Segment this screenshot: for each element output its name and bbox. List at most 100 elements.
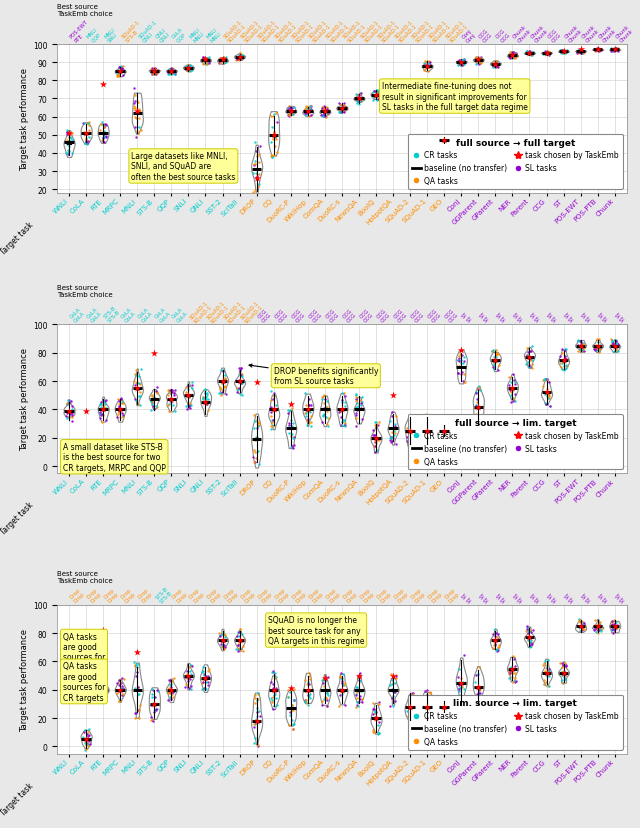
Point (561, 659, 572, 672)
Point (525, 345, 536, 359)
Point (473, 56, 483, 70)
Point (474, 54, 484, 67)
Point (561, 658, 571, 672)
Point (355, 94, 365, 107)
Point (269, 672, 280, 685)
Point (474, 57, 484, 70)
Point (523, 345, 533, 359)
Point (593, 623, 604, 637)
Point (575, 619, 586, 633)
Point (83, 119, 93, 132)
Point (300, 108, 310, 121)
Point (323, 420, 333, 433)
Point (218, 635, 228, 648)
Point (197, 51, 207, 65)
Point (609, 619, 620, 633)
Point (509, 374, 519, 388)
Point (542, 383, 552, 396)
Point (253, 168, 264, 181)
Point (321, 691, 332, 705)
Point (442, 426, 452, 440)
Point (97, 674, 107, 687)
Point (407, 84, 417, 97)
Point (82, 118, 92, 131)
Point (220, 56, 230, 70)
Point (250, 718, 260, 731)
Point (81, 132, 91, 146)
Point (357, 692, 367, 705)
Point (80, 454, 90, 467)
Point (557, 667, 568, 680)
Point (62, 683, 72, 696)
Point (577, 622, 587, 635)
Point (539, 677, 549, 691)
Point (404, 708, 415, 721)
Point (460, 683, 470, 696)
Point (339, 387, 349, 400)
Point (96, 408, 106, 421)
Point (403, 79, 413, 92)
Point (100, 118, 110, 132)
Point (152, 386, 163, 399)
Point (217, 640, 227, 653)
Point (455, 700, 465, 713)
Point (305, 673, 315, 686)
Point (115, 683, 125, 696)
Point (219, 627, 229, 640)
Point (436, 133, 447, 147)
Point (183, 60, 193, 73)
Point (507, 51, 517, 64)
Point (184, 391, 195, 404)
Point (524, 48, 534, 61)
Point (65, 673, 76, 686)
Point (474, 53, 484, 66)
Point (426, 433, 436, 446)
Point (488, 638, 499, 652)
Point (388, 89, 398, 103)
Point (272, 698, 282, 711)
Point (369, 725, 379, 739)
Point (135, 390, 145, 403)
Point (184, 397, 195, 411)
Point (268, 414, 278, 427)
Point (306, 105, 316, 118)
Point (218, 52, 228, 65)
Point (320, 375, 330, 388)
Point (319, 397, 330, 411)
Point (555, 45, 565, 58)
Point (422, 699, 432, 712)
Point (459, 54, 469, 67)
Point (576, 620, 586, 633)
Point (78, 118, 88, 131)
Point (187, 660, 197, 673)
Point (334, 406, 344, 419)
Point (271, 107, 281, 120)
Point (594, 44, 604, 57)
Point (575, 619, 586, 633)
Legend: CR tasks, baseline (no transfer), QA tasks, task chosen by TaskEmb, SL tasks: CR tasks, baseline (no transfer), QA tas… (408, 135, 623, 190)
Point (559, 46, 570, 59)
Point (252, 377, 262, 390)
Point (80, 736, 90, 749)
Point (339, 390, 349, 403)
Point (218, 53, 228, 66)
Point (67, 399, 77, 412)
Point (488, 628, 498, 641)
Legend: CR tasks, baseline (no transfer), QA tasks, task chosen by TaskEmb, SL tasks: CR tasks, baseline (no transfer), QA tas… (408, 695, 623, 750)
Point (180, 63, 191, 76)
Point (336, 419, 346, 432)
Point (113, 67, 123, 80)
Point (168, 66, 179, 79)
Point (454, 352, 465, 365)
Point (204, 392, 214, 406)
Point (184, 661, 194, 674)
Point (372, 87, 382, 100)
Point (353, 89, 364, 102)
Point (476, 413, 486, 426)
Point (112, 70, 122, 84)
Point (525, 636, 535, 649)
Point (420, 62, 431, 75)
Point (508, 676, 518, 689)
Point (504, 668, 515, 681)
Point (338, 104, 348, 118)
